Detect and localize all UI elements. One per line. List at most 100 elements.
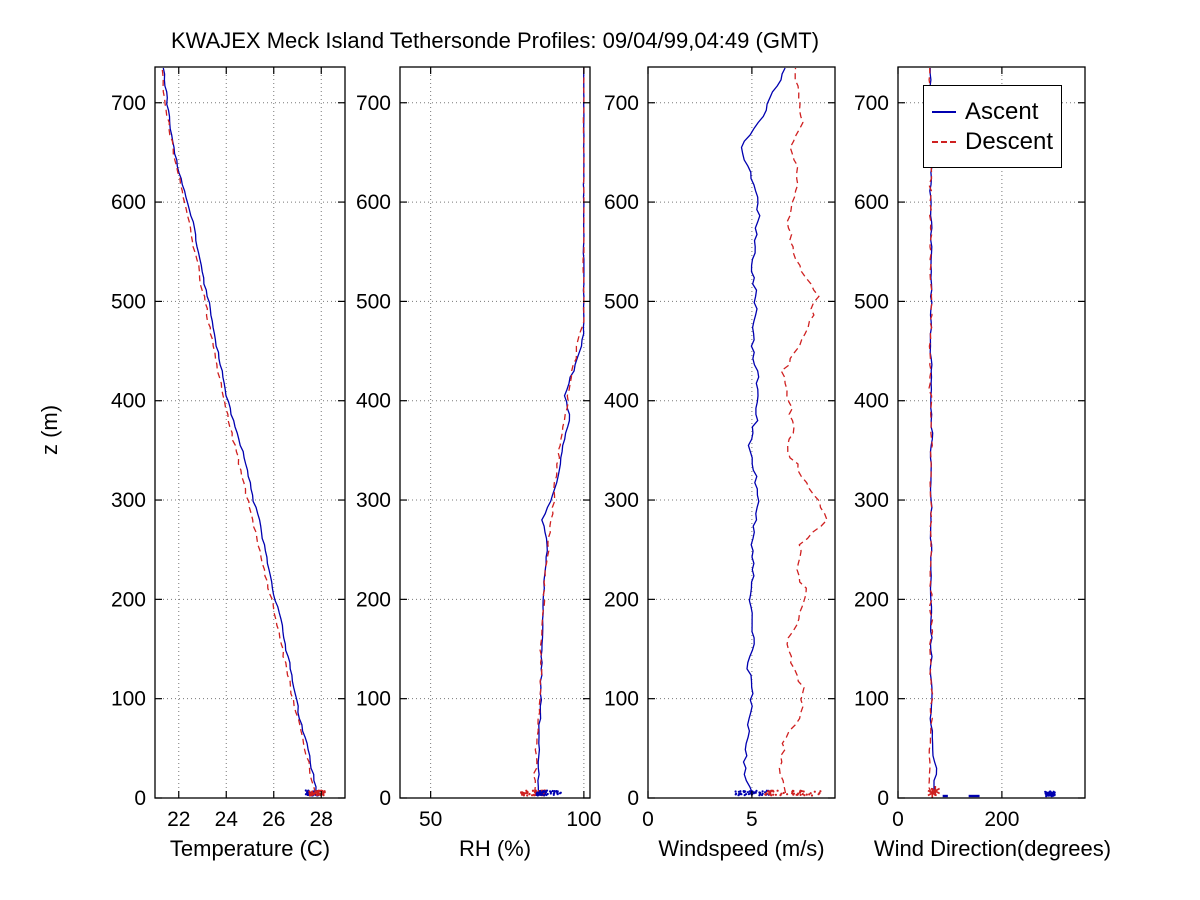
x-tick-label: 200: [984, 808, 1019, 831]
x-axis-label-temperature: Temperature (C): [169, 836, 331, 861]
surface-dot: [786, 793, 789, 796]
surface-dot: [754, 791, 757, 794]
y-axis-label: z (m): [37, 404, 62, 456]
y-tick-label: 600: [356, 191, 391, 214]
surface-dot: [774, 793, 778, 796]
surface-dot: [779, 794, 782, 797]
x-tick-label: 50: [419, 808, 442, 831]
x-axis-label-winddirection: Wind Direction(degrees): [873, 836, 1112, 861]
x-tick-label: 5: [746, 808, 758, 831]
surface-dot: [541, 791, 544, 794]
surface-dot: [813, 790, 816, 793]
surface-dot: [318, 790, 321, 793]
surface-dot: [311, 792, 314, 795]
surface-dot: [544, 790, 547, 793]
chart-title: KWAJEX Meck Island Tethersonde Profiles:…: [170, 28, 820, 53]
surface-dot: [536, 794, 539, 797]
y-tick-label: 300: [111, 489, 146, 512]
surface-dot: [528, 792, 531, 796]
surface-dot: [558, 792, 562, 795]
surface-dot: [545, 789, 549, 792]
y-tick-label: 100: [111, 688, 146, 711]
surface-dot: [818, 791, 821, 795]
surface-dot: [321, 790, 324, 793]
windspeed-m-s--descent-line: [778, 67, 828, 794]
surface-dot: [551, 789, 554, 793]
surface-dot: [309, 793, 312, 796]
y-tick-label: 200: [604, 588, 639, 611]
surface-dot: [314, 790, 317, 793]
y-tick-label: 300: [854, 489, 889, 512]
surface-dot: [768, 790, 771, 793]
descent-line-sample: [932, 140, 956, 143]
surface-dot: [755, 789, 758, 793]
surface-dot: [798, 791, 802, 794]
y-tick-label: 700: [356, 92, 391, 115]
surface-dot: [318, 792, 321, 795]
surface-dot: [769, 789, 773, 793]
y-tick-label: 600: [111, 191, 146, 214]
surface-dot: [549, 791, 553, 794]
surface-dot: [322, 794, 325, 797]
surface-dot: [809, 792, 812, 795]
legend-label-ascent: Ascent: [965, 97, 1039, 125]
surface-dot: [316, 791, 319, 795]
rh--ascent-line: [537, 67, 585, 794]
surface-dot: [791, 790, 794, 793]
surface-dot: [526, 794, 529, 797]
surface-dot: [306, 793, 310, 796]
x-tick-label: 28: [310, 808, 333, 831]
surface-asterisk: [930, 787, 941, 795]
y-tick-label: 100: [604, 688, 639, 711]
surface-dot: [553, 790, 556, 793]
surface-dot: [740, 793, 743, 796]
surface-dot: [1049, 790, 1052, 793]
axes-frame: [647, 66, 836, 799]
surface-dot: [523, 792, 526, 795]
y-tick-label: 500: [356, 290, 391, 313]
x-tick-label: 24: [215, 808, 239, 831]
surface-dot: [776, 789, 779, 792]
legend: Ascent Descent: [923, 85, 1062, 168]
surface-dot: [782, 791, 785, 795]
surface-dot: [543, 794, 546, 797]
surface-dot: [734, 790, 737, 793]
y-tick-label: 500: [111, 290, 146, 313]
surface-dot: [537, 791, 541, 795]
y-tick-label: 700: [854, 92, 889, 115]
legend-label-descent: Descent: [965, 127, 1054, 155]
y-tick-label: 400: [604, 390, 639, 413]
surface-dot: [746, 791, 749, 794]
y-tick-label: 200: [111, 588, 146, 611]
x-axis-label-windspeed: Windspeed (m/s): [658, 836, 825, 861]
y-tick-label: 500: [854, 290, 889, 313]
y-tick-label: 100: [356, 688, 391, 711]
surface-dot: [522, 794, 526, 797]
y-tick-label: 200: [356, 588, 391, 611]
surface-dot: [539, 790, 542, 793]
surface-dot: [760, 793, 764, 797]
axes-frame: [399, 66, 591, 799]
y-tick-label: 400: [111, 390, 146, 413]
surface-dot: [800, 790, 804, 793]
surface-dot: [808, 793, 811, 796]
y-tick-label: 0: [627, 787, 639, 810]
y-tick-label: 300: [604, 489, 639, 512]
surface-dot: [772, 793, 775, 796]
surface-dot: [546, 792, 549, 796]
y-tick-label: 600: [854, 191, 889, 214]
surface-dot: [803, 794, 806, 797]
surface-dot: [308, 790, 311, 793]
axes-frame: [897, 66, 1086, 799]
surface-dot: [792, 793, 795, 796]
x-tick-label: 0: [892, 808, 904, 831]
surface-dot: [531, 794, 534, 797]
wind-direction-degrees--descent-line: [928, 67, 934, 794]
surface-dot: [771, 789, 774, 792]
surface-dot: [799, 793, 802, 797]
surface-dot: [761, 790, 764, 793]
surface-dot: [801, 793, 804, 796]
surface-dot: [738, 792, 741, 796]
